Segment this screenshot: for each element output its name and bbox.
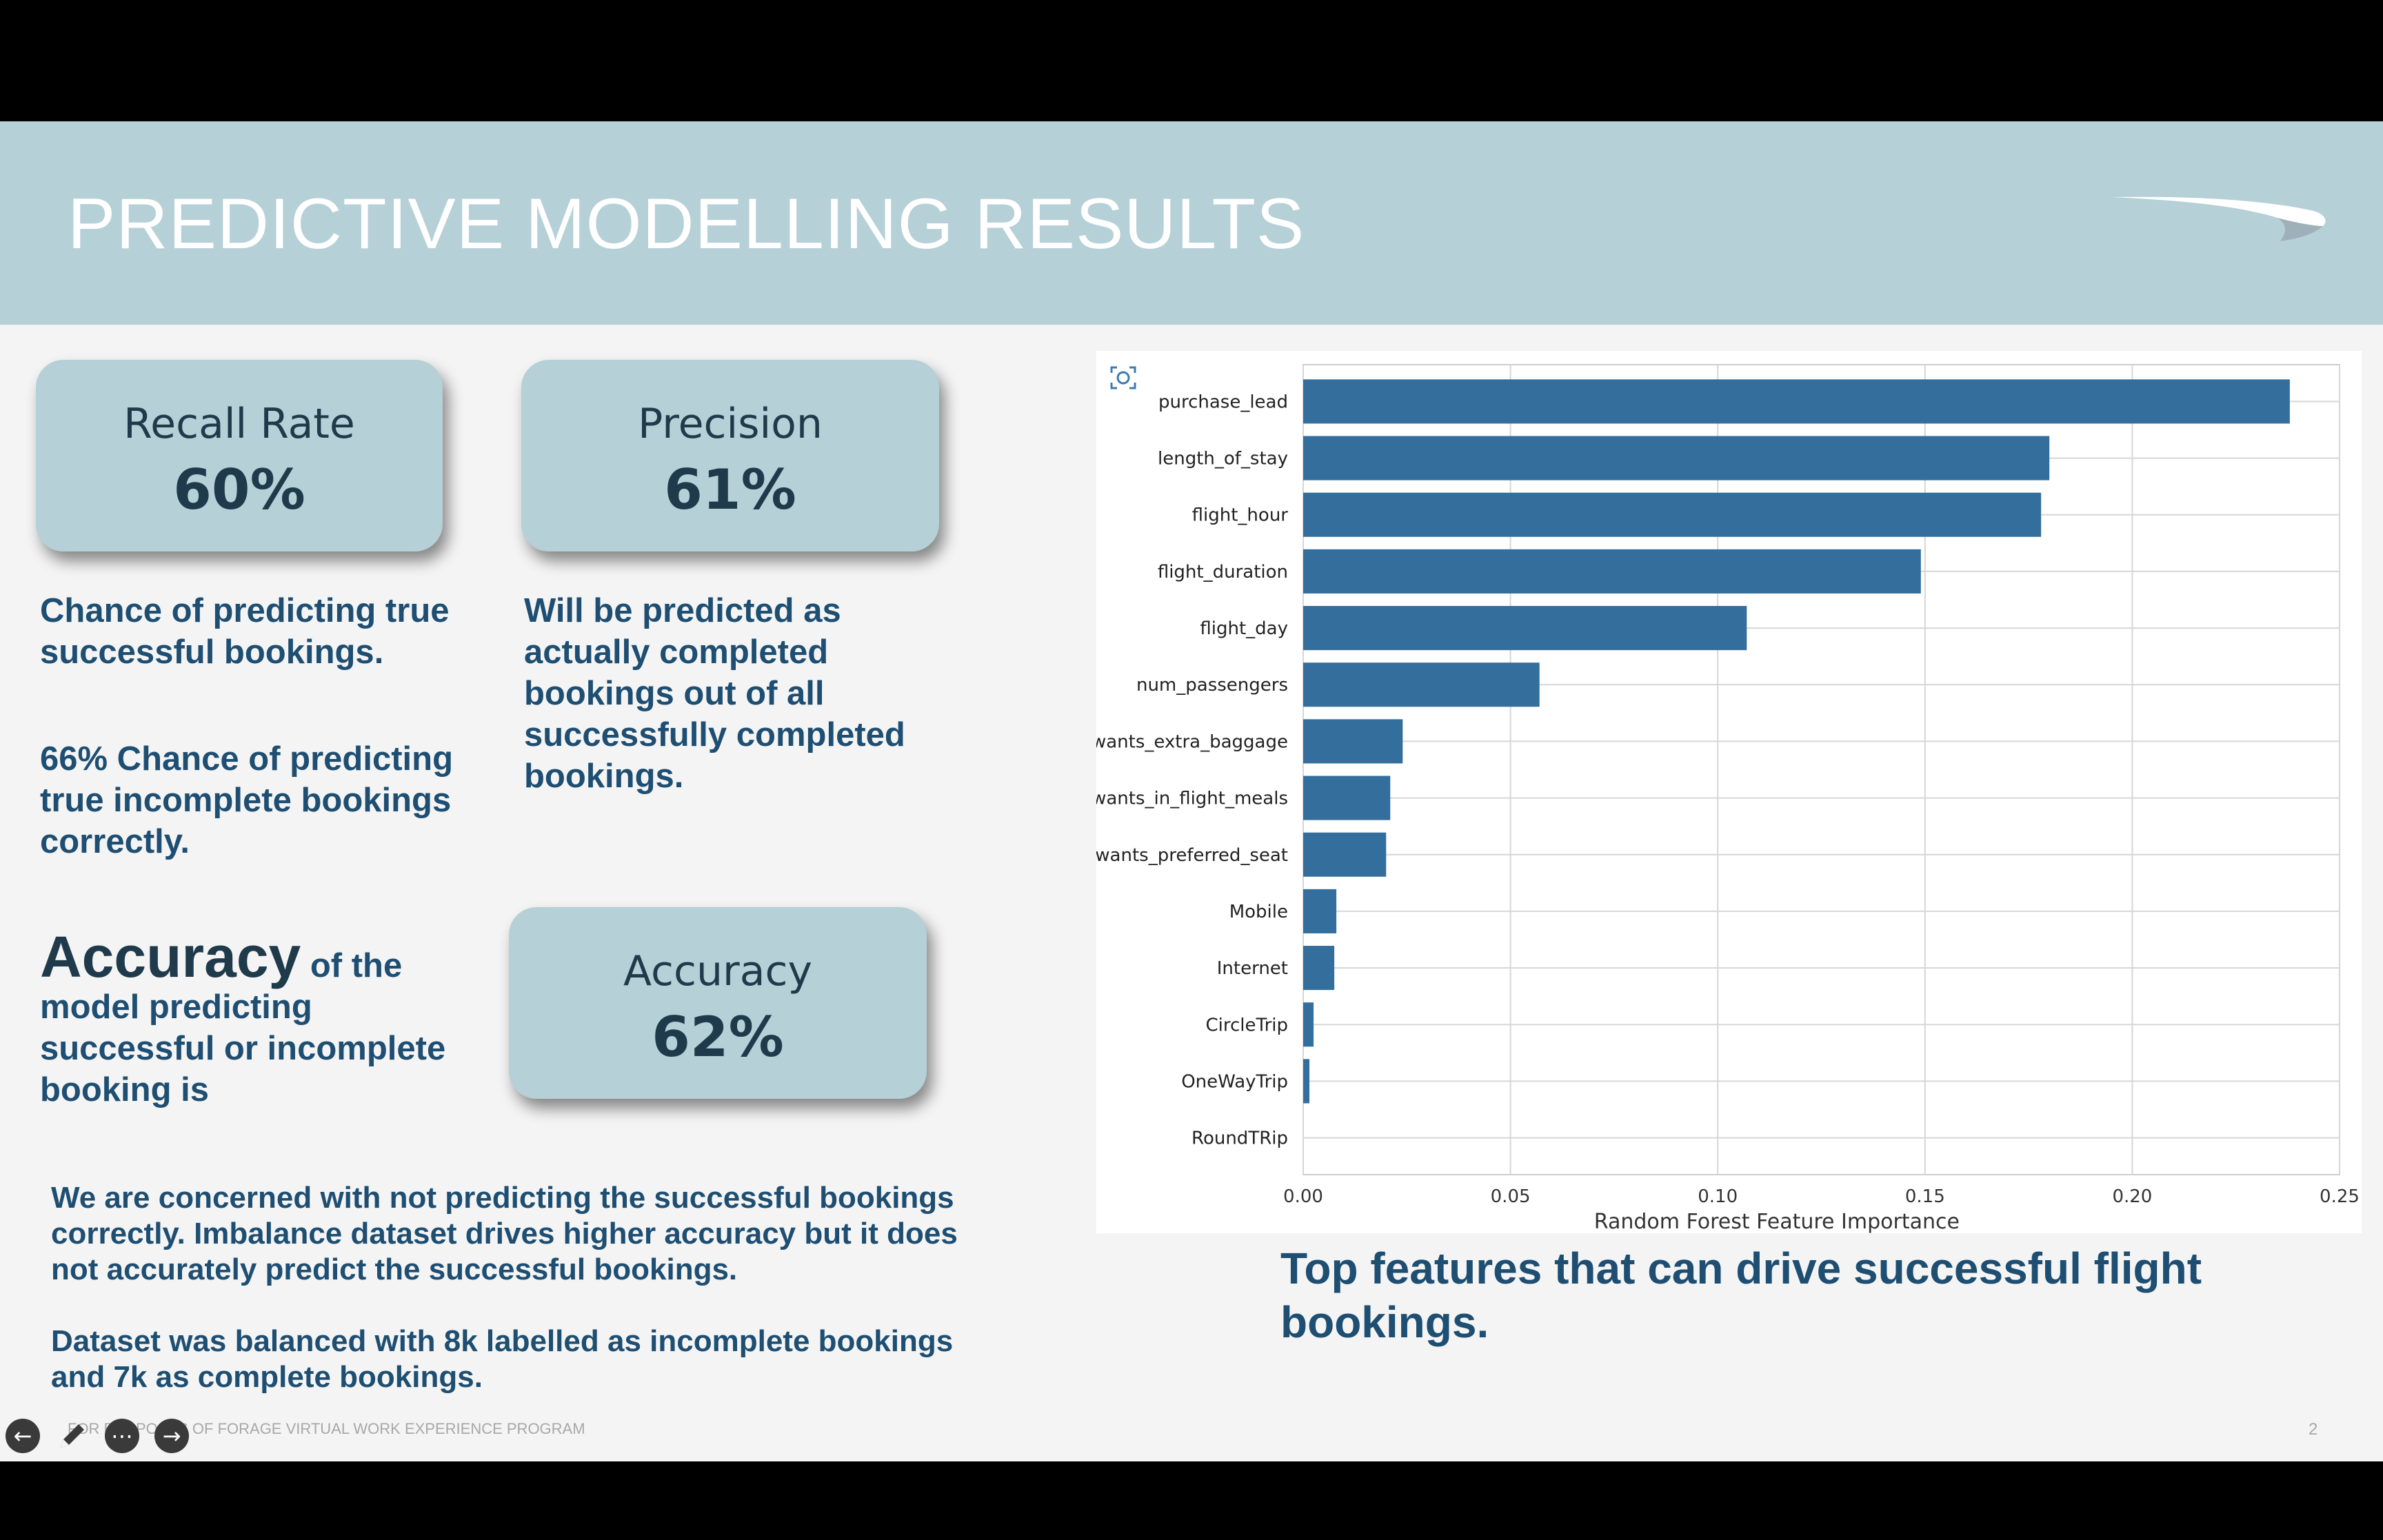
bar-Internet <box>1303 946 1335 991</box>
imbalance-note: We are concerned with not predicting the… <box>51 1181 958 1286</box>
x-tick-label: 0.15 <box>1905 1186 1945 1207</box>
x-tick-label: 0.10 <box>1698 1186 1738 1207</box>
x-axis-label: Random Forest Feature Importance <box>1594 1210 1960 1233</box>
y-tick-label: num_passengers <box>1136 675 1288 696</box>
dataset-note: Dataset was balanced with 8k labelled as… <box>51 1324 954 1394</box>
y-tick-label: flight_hour <box>1192 505 1289 526</box>
page-number: 2 <box>2309 1420 2318 1439</box>
y-tick-label: wants_extra_baggage <box>1096 731 1288 752</box>
arrow-left-icon[interactable]: ← <box>6 1419 40 1453</box>
more-icon[interactable]: ⋯ <box>105 1419 139 1453</box>
pen-icon[interactable] <box>55 1419 90 1453</box>
y-tick-label: RoundTRip <box>1192 1128 1288 1149</box>
recall-rate-card: Recall Rate 60% <box>36 360 443 551</box>
bar-OneWayTrip <box>1303 1059 1310 1104</box>
bar-length_of_stay <box>1303 436 2050 480</box>
precision-label: Precision <box>638 400 823 448</box>
bar-CircleTrip <box>1303 1002 1314 1047</box>
accuracy-description-rest: of the model predicting successful or in… <box>40 947 446 1108</box>
plot-area <box>1303 364 2340 1175</box>
bar-flight_duration <box>1303 549 1921 594</box>
bar-flight_hour <box>1303 492 2042 537</box>
slide-title: PREDICTIVE MODELLING RESULTS <box>68 184 1305 264</box>
recall-description: Chance of predicting true successful boo… <box>40 592 450 671</box>
x-tick-label: 0.05 <box>1491 1186 1531 1207</box>
y-tick-label: CircleTrip <box>1206 1015 1289 1035</box>
y-tick-label: Internet <box>1217 958 1288 979</box>
accuracy-description: Accuracy of the model predicting success… <box>40 928 481 1111</box>
precision-value: 61% <box>664 458 796 522</box>
accuracy-value: 62% <box>652 1005 784 1069</box>
y-tick-label: purchase_lead <box>1158 392 1288 412</box>
y-tick-label: wants_preferred_seat <box>1096 845 1288 866</box>
accuracy-heading: Accuracy <box>40 924 301 989</box>
bar-num_passengers <box>1303 662 1540 707</box>
y-tick-label: Mobile <box>1229 902 1288 922</box>
focus-icon[interactable] <box>1096 351 1150 405</box>
y-tick-label: length_of_stay <box>1158 449 1288 469</box>
footer-text: FOR PURPOSES OF FORAGE VIRTUAL WORK EXPE… <box>68 1420 585 1437</box>
accuracy-label: Accuracy <box>623 947 812 995</box>
x-tick-label: 0.00 <box>1283 1186 1323 1207</box>
title-banner: PREDICTIVE MODELLING RESULTS <box>0 121 2383 325</box>
y-tick-label: wants_in_flight_meals <box>1096 789 1288 809</box>
accuracy-card: Accuracy 62% <box>509 907 927 1099</box>
y-tick-label: flight_day <box>1200 618 1288 639</box>
bar-Mobile <box>1303 889 1337 933</box>
bar-wants_extra_baggage <box>1303 719 1403 764</box>
bar-wants_preferred_seat <box>1303 832 1387 877</box>
chart-svg: 0.00 0.05 0.10 0.15 0.20 0.25 purchase_leadlen… <box>1096 364 2360 1233</box>
bar-purchase_lead <box>1303 379 2290 424</box>
arrow-right-icon[interactable]: → <box>154 1419 189 1453</box>
precision-description: Will be predicted as actually completed … <box>524 592 905 795</box>
precision-card: Precision 61% <box>521 360 939 551</box>
slide: PREDICTIVE MODELLING RESULTS Recall Rate… <box>0 121 2383 1461</box>
recall-rate-label: Recall Rate <box>123 400 355 448</box>
recall-rate-value: 60% <box>173 458 305 522</box>
incomplete-description: 66% Chance of predicting true incomplete… <box>40 740 454 860</box>
speedmarque-logo <box>2112 196 2326 241</box>
bar-flight_day <box>1303 606 1747 651</box>
x-tick-label: 0.25 <box>2320 1186 2360 1207</box>
top-features-caption: Top features that can drive successful f… <box>1280 1244 2202 1347</box>
x-tick-label: 0.20 <box>2112 1186 2152 1207</box>
bar-wants_in_flight_meals <box>1303 776 1391 820</box>
y-tick-label: OneWayTrip <box>1181 1071 1288 1092</box>
y-tick-label: flight_duration <box>1158 562 1288 582</box>
